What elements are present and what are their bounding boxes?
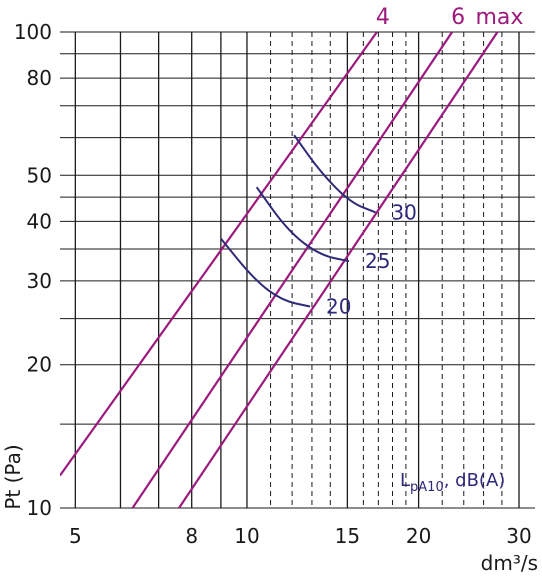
x-tick-label: 5 bbox=[69, 524, 82, 548]
noise-curve-label-25: 25 bbox=[365, 249, 390, 273]
noise-curves: 30 25 20 bbox=[220, 134, 417, 319]
legend-main: L bbox=[400, 470, 410, 491]
tick-labels: 4 6 max 5 8 10 15 20 30 10 20 30 40 50 80 100 bbox=[14, 5, 532, 548]
y-tick-label: 100 bbox=[14, 20, 52, 44]
x-tick-label: 20 bbox=[406, 524, 431, 548]
legend-subscript: pA10 bbox=[410, 480, 444, 495]
series-line-max bbox=[178, 31, 499, 508]
y-tick-label: 10 bbox=[27, 496, 52, 520]
legend-rest: , dB(A) bbox=[444, 470, 506, 491]
y-axis-title: Pt (Pa) bbox=[1, 444, 25, 509]
series-line-6 bbox=[131, 31, 454, 508]
legend-label: LpA10, dB(A) bbox=[400, 470, 505, 495]
series-line-4 bbox=[60, 31, 378, 477]
y-tick-label: 80 bbox=[27, 66, 52, 90]
noise-curve-label-30: 30 bbox=[391, 200, 416, 224]
series-label-4: 4 bbox=[376, 5, 390, 30]
x-axis-title: dm³/s bbox=[481, 551, 538, 575]
y-tick-label: 50 bbox=[27, 163, 52, 187]
series-label-6: 6 bbox=[451, 5, 465, 30]
series-label-max: max bbox=[476, 5, 524, 30]
x-tick-label: 10 bbox=[234, 524, 259, 548]
y-tick-label: 20 bbox=[27, 353, 52, 377]
noise-curve-25 bbox=[255, 186, 350, 263]
x-tick-label: 15 bbox=[335, 524, 360, 548]
y-tick-label: 40 bbox=[27, 209, 52, 233]
grid bbox=[60, 31, 535, 509]
x-tick-label: 8 bbox=[185, 524, 198, 548]
y-tick-label: 30 bbox=[27, 269, 52, 293]
setting-lines bbox=[60, 31, 499, 508]
noise-curve-30 bbox=[293, 134, 376, 214]
x-tick-label: 30 bbox=[506, 524, 531, 548]
noise-curve-label-20: 20 bbox=[326, 295, 351, 319]
noise-curve-20 bbox=[220, 238, 311, 308]
